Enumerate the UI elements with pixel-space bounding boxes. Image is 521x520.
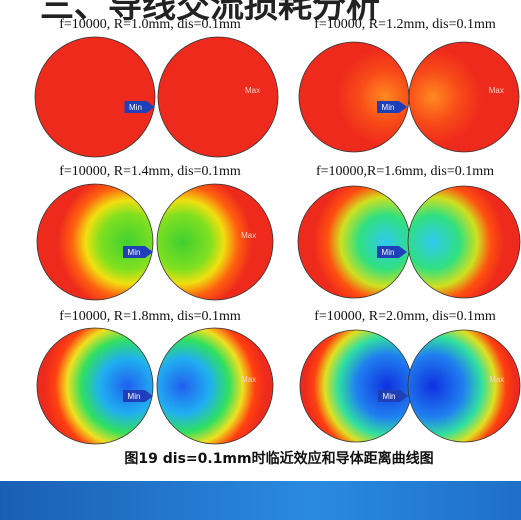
min-marker — [377, 101, 399, 113]
min-label: Min — [382, 248, 395, 257]
panel-caption: f=10000, R=1.2mm, dis=0.1mm — [314, 17, 496, 32]
min-marker — [124, 101, 147, 113]
min-label: Min — [382, 103, 395, 112]
conductor — [407, 185, 521, 299]
panel: f=10000,R=1.6mm, dis=0.1mm Min — [297, 164, 521, 299]
conductor — [156, 327, 274, 445]
figure-caption: 图19 dis=0.1mm时临近效应和导体距离曲线图 — [124, 450, 433, 467]
panel: f=10000, R=2.0mm, dis=0.1mm Min Max — [299, 309, 521, 443]
panel: f=10000, R=1.0mm, dis=0.1mm Min Max — [34, 17, 279, 158]
min-label: Min — [128, 392, 141, 401]
max-label: Max — [489, 86, 504, 95]
min-arrow — [146, 101, 155, 113]
conductor — [36, 327, 154, 445]
conductor — [299, 329, 413, 443]
max-label: Max — [245, 86, 260, 95]
min-label: Min — [129, 103, 142, 112]
panel-caption: f=10000, R=1.4mm, dis=0.1mm — [59, 164, 241, 179]
min-marker — [378, 390, 400, 402]
max-label: Max — [489, 375, 504, 384]
panel-caption: f=10000, R=2.0mm, dis=0.1mm — [314, 309, 496, 324]
panel-caption: f=10000, R=1.0mm, dis=0.1mm — [59, 17, 241, 32]
min-arrow — [145, 246, 153, 258]
slide-title: 三、导线交流损耗分析 — [40, 0, 380, 26]
min-label: Min — [383, 392, 396, 401]
min-marker — [123, 390, 145, 402]
min-label: Min — [128, 248, 141, 257]
min-marker — [123, 246, 145, 258]
min-arrow — [399, 101, 407, 113]
figure: 图19 dis=0.1mm时临近效应和导体距离曲线图 f=10000, R=1.… — [34, 17, 521, 467]
conductor — [407, 329, 521, 443]
panel-caption: f=10000, R=1.8mm, dis=0.1mm — [59, 309, 241, 324]
max-label: Max — [241, 375, 256, 384]
min-arrow — [400, 390, 408, 402]
min-marker — [377, 246, 399, 258]
conductor — [297, 185, 411, 299]
footer-bar — [0, 481, 521, 520]
conductor — [157, 36, 279, 158]
conductor — [408, 41, 520, 153]
min-arrow — [399, 246, 407, 258]
max-label: Max — [241, 231, 256, 240]
panel-caption: f=10000,R=1.6mm, dis=0.1mm — [316, 164, 494, 179]
panel: f=10000, R=1.8mm, dis=0.1mm Min Max — [36, 309, 274, 445]
panel: f=10000, R=1.4mm, dis=0.1mm Min Max — [36, 164, 274, 301]
conductor — [34, 36, 156, 158]
panel: f=10000, R=1.2mm, dis=0.1mm Min Max — [298, 17, 520, 153]
conductor — [156, 183, 274, 301]
conductor — [36, 183, 154, 301]
conductor — [298, 41, 410, 153]
min-arrow — [145, 390, 153, 402]
